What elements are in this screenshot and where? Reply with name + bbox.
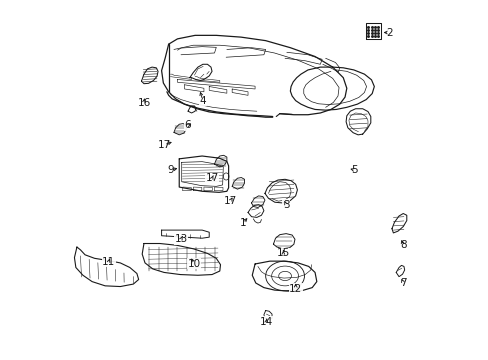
Text: 16: 16	[137, 98, 150, 108]
Text: 8: 8	[399, 240, 406, 250]
Text: 17: 17	[224, 196, 237, 206]
Text: 14: 14	[259, 317, 272, 327]
Text: 15: 15	[276, 248, 289, 258]
Text: 1: 1	[239, 218, 245, 228]
Text: 5: 5	[350, 165, 357, 175]
Text: 2: 2	[385, 27, 392, 37]
Text: 10: 10	[187, 259, 201, 269]
Text: 11: 11	[102, 257, 115, 267]
Text: 3: 3	[282, 200, 289, 210]
Text: 7: 7	[399, 278, 406, 288]
Text: 9: 9	[167, 165, 173, 175]
Text: 6: 6	[184, 120, 191, 130]
Text: 17: 17	[205, 173, 218, 183]
Text: 12: 12	[288, 284, 302, 294]
Text: 17: 17	[157, 140, 170, 150]
Text: 13: 13	[174, 234, 187, 244]
Text: 4: 4	[199, 96, 206, 105]
